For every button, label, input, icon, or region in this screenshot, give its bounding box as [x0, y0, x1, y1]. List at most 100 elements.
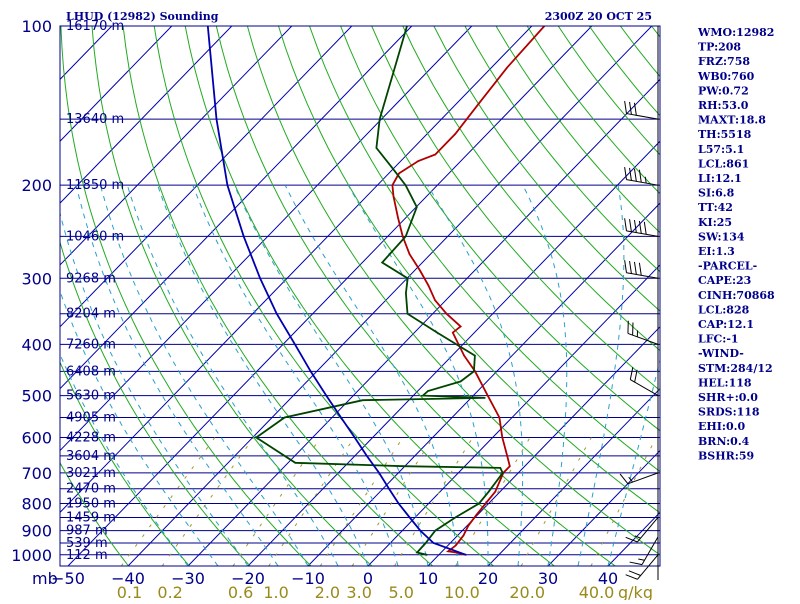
parcel-point	[243, 236, 245, 238]
height-label: 112 m	[66, 548, 108, 563]
index-value: SI:6.8	[698, 187, 735, 200]
mixing-ratio-tick-label: 0.2	[157, 583, 182, 600]
pressure-tick-label: 1000	[11, 546, 52, 565]
mixing-ratio-tick-label: 40.0	[579, 583, 615, 600]
index-value: SRDS:118	[698, 406, 760, 419]
parcel-point	[433, 542, 435, 544]
dewpoint-point	[294, 462, 296, 464]
temperature-point	[435, 154, 437, 156]
index-value: -PARCEL-	[698, 260, 757, 273]
parcel-point	[325, 395, 327, 397]
parcel-point	[378, 472, 380, 474]
temperature-point	[476, 514, 478, 516]
temperature-point	[485, 503, 487, 505]
parcel-point	[310, 371, 312, 373]
dewpoint-point	[436, 332, 438, 334]
temperature-point	[419, 270, 421, 272]
dewpoint-point	[426, 554, 428, 556]
parcel-point	[340, 417, 342, 419]
parcel-point	[388, 488, 390, 490]
pressure-tick-label: 400	[21, 335, 52, 354]
mixing-ratio-tick-label: 5.0	[388, 583, 413, 600]
temperature-point	[506, 67, 508, 69]
temperature-point	[455, 133, 457, 135]
mixing-ratio-tick-label: 20.0	[509, 583, 545, 600]
index-value: LI:12.1	[698, 172, 742, 185]
pressure-tick-label: 800	[21, 495, 52, 514]
temperature-point	[446, 313, 448, 315]
parcel-point	[216, 118, 218, 120]
temperature-point	[468, 525, 470, 527]
index-value: SW:134	[698, 230, 745, 243]
index-value: FRZ:758	[698, 55, 750, 68]
pressure-tick-label: 200	[21, 176, 52, 195]
parcel-point	[294, 344, 296, 346]
temperature-tick-label: 10	[418, 569, 438, 588]
index-value: EI:1.3	[698, 245, 735, 258]
index-value: KI:25	[698, 216, 732, 229]
index-value: -WIND-	[698, 347, 744, 360]
index-value: WMO:12982	[697, 26, 774, 39]
dewpoint-point	[416, 206, 418, 208]
height-label: 13640 m	[66, 112, 124, 127]
dewpoint-point	[405, 184, 407, 186]
dewpoint-point	[381, 262, 383, 264]
temperature-point	[487, 395, 489, 397]
index-value: EHI:0.0	[698, 420, 745, 433]
index-value: SHR+:0.0	[698, 391, 758, 404]
index-value: LFC:-1	[698, 333, 739, 346]
height-label: 5630 m	[66, 389, 116, 404]
height-label: 6408 m	[66, 364, 116, 379]
index-value: CAPE:23	[698, 274, 751, 287]
index-value: CINH:70868	[698, 289, 775, 302]
mixing-ratio-tick-label: 0.6	[228, 583, 253, 600]
pressure-tick-label: 600	[21, 428, 52, 447]
temperature-point	[455, 545, 457, 547]
dewpoint-point	[405, 292, 407, 294]
height-label: 4228 m	[66, 430, 116, 445]
pressure-tick-label: 900	[21, 522, 52, 541]
temperature-point	[494, 491, 496, 493]
temperature-point	[392, 184, 394, 186]
dewpoint-point	[474, 355, 476, 357]
temperature-point	[499, 417, 501, 419]
temperature-point	[509, 465, 511, 467]
index-value: TH:5518	[698, 128, 752, 141]
dewpoint-point	[376, 147, 378, 149]
mixing-ratio-unit-label: g/kg	[618, 583, 653, 600]
index-value: TT:42	[698, 201, 733, 214]
dewpoint-point	[407, 277, 409, 279]
mixing-ratio-tick-label: 3.0	[346, 583, 371, 600]
temperature-point	[460, 326, 462, 328]
temperature-point	[409, 253, 411, 255]
dewpoint-point	[473, 371, 475, 373]
index-value: LCL:861	[698, 157, 749, 170]
parcel-point	[398, 503, 400, 505]
mixing-ratio-tick-label: 0.1	[117, 583, 142, 600]
index-value: WB0:760	[697, 70, 755, 83]
parcel-point	[366, 455, 368, 457]
dewpoint-point	[460, 381, 462, 383]
dewpoint-point	[454, 517, 456, 519]
index-value: MAXT:18.8	[698, 114, 766, 127]
dewpoint-point	[502, 472, 504, 474]
temperature-point	[428, 285, 430, 287]
height-label: 7260 m	[66, 337, 116, 352]
index-value: BSHR:59	[698, 449, 754, 462]
parcel-point	[276, 313, 278, 315]
index-value: TP:208	[698, 41, 741, 54]
temperature-point	[447, 551, 449, 553]
mixing-ratio-tick-label: 1.0	[263, 583, 288, 600]
height-label: 1950 m	[66, 497, 116, 512]
parcel-point	[354, 437, 356, 439]
temperature-point	[463, 355, 465, 357]
dewpoint-point	[416, 552, 418, 554]
pressure-tick-label: 700	[21, 464, 52, 483]
height-label: 2470 m	[66, 482, 116, 497]
chart-title: LHUD (12982) Sounding	[66, 10, 219, 23]
mixing-ratio-tick-label: 10.0	[444, 583, 480, 600]
mixing-ratio-tick-label: 2.0	[315, 583, 340, 600]
dewpoint-point	[255, 437, 257, 439]
